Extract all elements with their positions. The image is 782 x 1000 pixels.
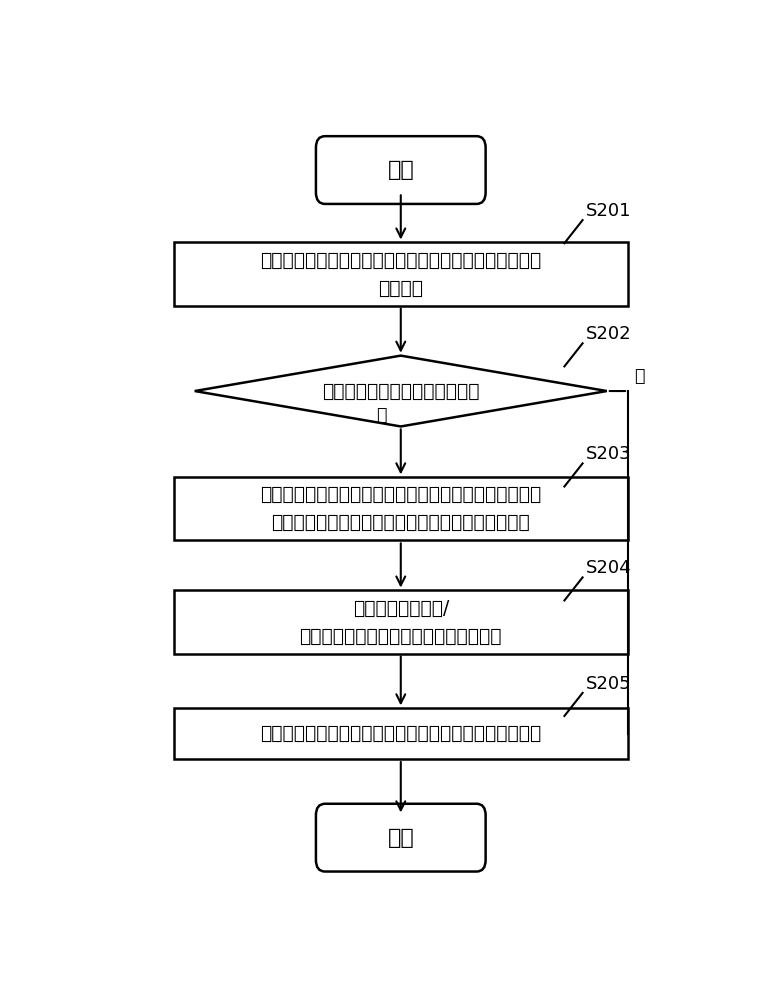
Text: 终端响应该悬浮显示指令，获取消息界面中预设时间段内
接收到的通信消息或预设联系人标识对应的通信消息: 终端响应该悬浮显示指令，获取消息界面中预设时间段内 接收到的通信消息或预设联系人…: [260, 485, 541, 532]
Text: 开始: 开始: [387, 160, 414, 180]
FancyBboxPatch shape: [316, 136, 486, 204]
Bar: [174, 477, 628, 540]
Text: 终端以时间索引和/
或联系人标识索引的方式排列该通信消息: 终端以时间索引和/ 或联系人标识索引的方式排列该通信消息: [300, 599, 502, 646]
Bar: [174, 708, 628, 759]
Bar: [174, 590, 628, 654]
Text: 结束: 结束: [387, 828, 414, 848]
Text: 终端获取针对消息界面中满足预设条件的通信消息的悬浮
显示指令: 终端获取针对消息界面中满足预设条件的通信消息的悬浮 显示指令: [260, 250, 541, 298]
FancyBboxPatch shape: [316, 804, 486, 872]
Polygon shape: [195, 356, 607, 426]
Bar: [174, 242, 628, 306]
Text: 终端将排列的通信消息以悬浮模式滚动显示在全屏界面中: 终端将排列的通信消息以悬浮模式滚动显示在全屏界面中: [260, 724, 541, 743]
Text: 否: 否: [634, 367, 644, 385]
Text: 终端判断悬浮显示模式是否启用: 终端判断悬浮显示模式是否启用: [322, 382, 479, 401]
Text: S204: S204: [586, 559, 631, 577]
Text: 是: 是: [376, 406, 386, 424]
Text: S201: S201: [586, 202, 631, 220]
Text: S202: S202: [586, 325, 631, 343]
Text: S203: S203: [586, 445, 631, 463]
Text: S205: S205: [586, 675, 631, 693]
